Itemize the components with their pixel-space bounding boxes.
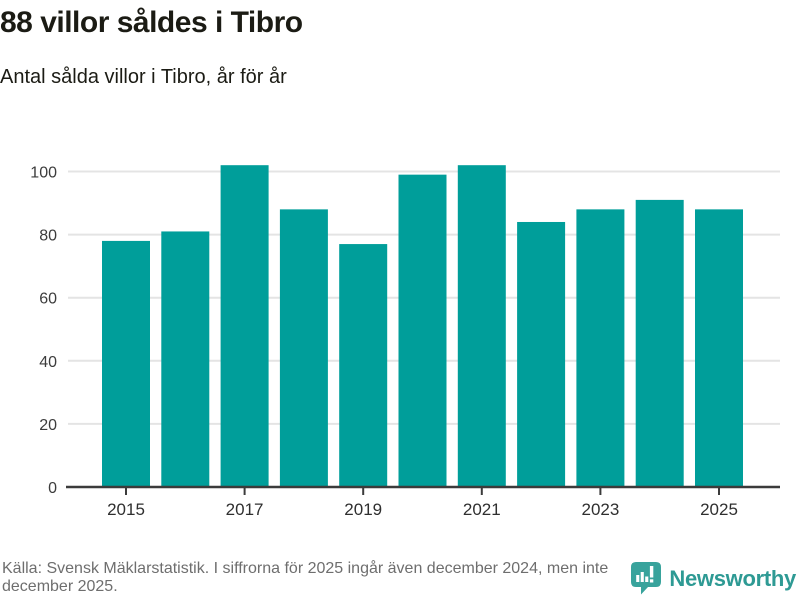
y-tick-label-60: 60 (39, 291, 57, 308)
bar-2022 (517, 221, 566, 488)
bar-2017 (220, 165, 269, 487)
chart-subtitle: Antal sålda villor i Tibro, år för år (0, 66, 287, 88)
y-tick-label-100: 100 (30, 165, 57, 182)
logo-bar-glyphs (636, 566, 654, 583)
newsworthy-logo-text: Newsworthy (669, 565, 796, 591)
x-tick-label-2019: 2019 (344, 500, 382, 519)
bar-2018 (279, 209, 328, 488)
bar-2016 (161, 231, 210, 487)
bar-2023 (576, 209, 625, 488)
bar-2020 (398, 174, 447, 487)
y-tick-label-80: 80 (39, 228, 57, 245)
y-tick-label-40: 40 (39, 354, 57, 371)
y-tick-label-0: 0 (48, 480, 57, 497)
x-tick-label-2021: 2021 (463, 500, 501, 519)
x-tick-label-2017: 2017 (226, 500, 264, 519)
x-tick-label-2023: 2023 (581, 500, 619, 519)
bar-chart: 0 20 40 60 80 100 2015 2017 2019 2021 2023 2025 (30, 165, 780, 519)
bar-2025 (695, 209, 743, 488)
bar-2019 (339, 244, 388, 487)
source-note: Källa: Svensk Mäklarstatistik. I siffror… (2, 559, 609, 596)
newsworthy-logo-icon (631, 562, 662, 595)
bar-2021 (457, 165, 506, 487)
chart-title: 88 villor såldes i Tibro (0, 6, 303, 39)
newsworthy-logo: Newsworthy (631, 562, 796, 595)
x-tick-label-2015: 2015 (107, 500, 145, 519)
bar-2015 (102, 240, 150, 487)
bar-2024 (635, 199, 684, 487)
x-tick-label-2025: 2025 (700, 500, 738, 519)
y-tick-label-20: 20 (39, 417, 57, 434)
